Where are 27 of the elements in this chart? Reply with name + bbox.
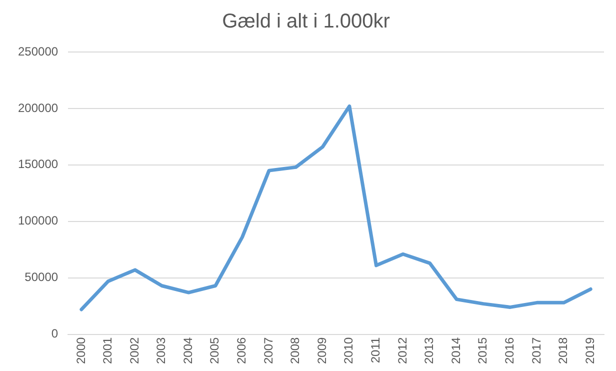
x-tick-label: 2006 <box>234 336 249 364</box>
x-tick-label: 2011 <box>368 336 383 364</box>
x-tick-label: 2008 <box>288 336 302 364</box>
x-tick-label: 2016 <box>502 336 517 364</box>
x-tick-label: 2001 <box>100 336 115 364</box>
y-tick-label: 0 <box>51 326 58 341</box>
x-tick-label: 2012 <box>395 336 410 364</box>
x-tick-label: 2005 <box>208 336 222 364</box>
x-tick-label: 2018 <box>556 336 570 364</box>
x-tick-label: 2017 <box>529 336 544 364</box>
x-tick-label: 2009 <box>314 336 329 364</box>
y-tick-label: 100000 <box>18 214 58 228</box>
y-tick-label: 50000 <box>24 270 58 284</box>
x-tick-label: 2015 <box>476 336 490 364</box>
x-tick-label: 2004 <box>180 336 195 364</box>
x-tick-label: 2014 <box>448 336 463 364</box>
y-tick-label: 150000 <box>18 157 58 172</box>
x-tick-label: 2002 <box>127 336 142 364</box>
x-tick-label: 2013 <box>422 336 436 364</box>
y-tick-label: 200000 <box>18 100 58 115</box>
x-tick-label: 2003 <box>154 336 168 364</box>
x-tick-label: 2007 <box>261 336 276 364</box>
x-tick-label: 2010 <box>342 336 356 364</box>
x-tick-label: 2000 <box>74 336 88 364</box>
chart-title: Gæld i alt i 1.000kr <box>222 10 390 33</box>
y-tick-label: 250000 <box>18 44 58 58</box>
x-tick-label: 2019 <box>582 336 597 364</box>
